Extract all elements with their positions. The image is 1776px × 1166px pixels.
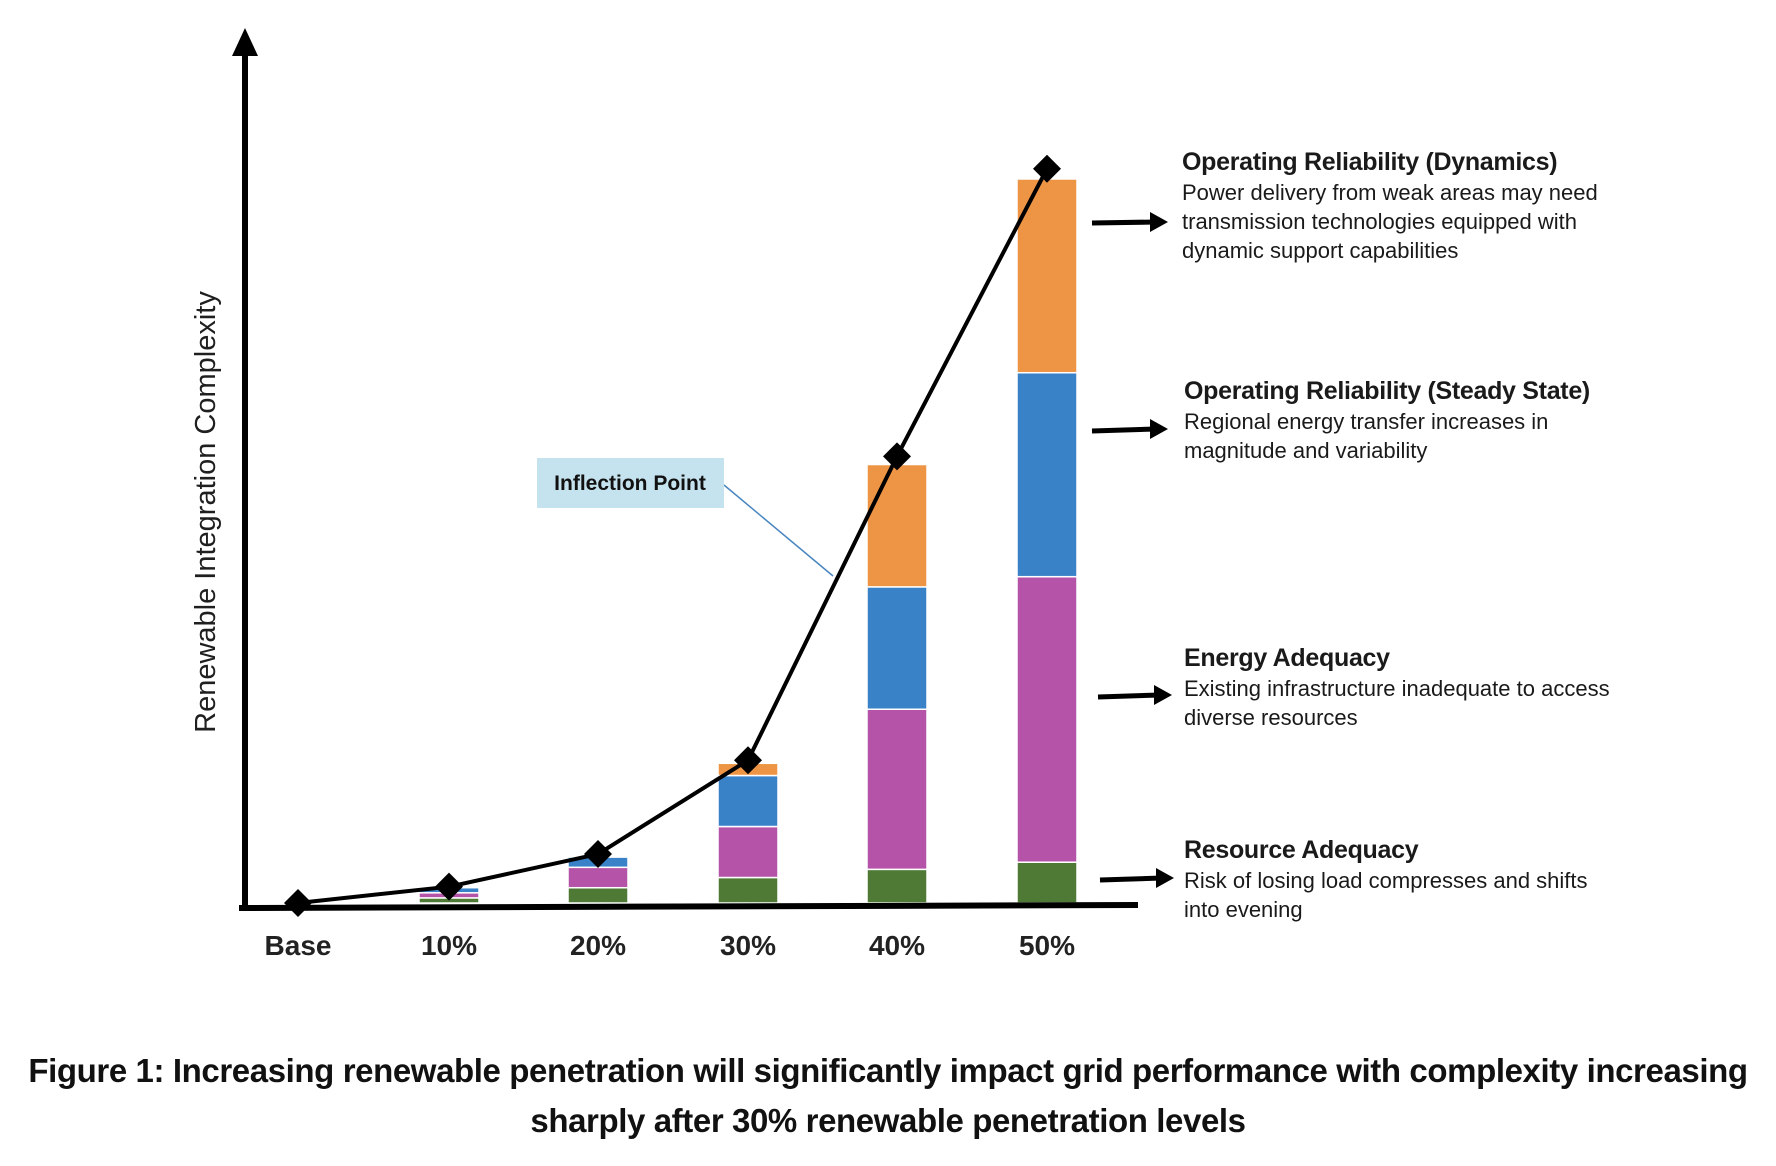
x-tick-label: Base xyxy=(265,930,332,961)
inflection-point-callout: Inflection Point xyxy=(537,458,834,577)
x-tick-label: 40% xyxy=(869,930,925,961)
annotation-arrowhead xyxy=(1156,868,1174,888)
annotation-description: Existing infrastructure inadequate to ac… xyxy=(1184,676,1610,730)
annotation-arrowhead xyxy=(1154,685,1172,705)
axes xyxy=(232,28,1139,911)
annotation-description: Power delivery from weak areas may need … xyxy=(1182,180,1598,263)
annotation-arrow-line xyxy=(1097,692,1161,700)
x-tick-label: 50% xyxy=(1019,930,1075,961)
x-tick-label: 20% xyxy=(570,930,626,961)
callout-leader-line xyxy=(723,484,834,577)
complexity-line-path xyxy=(297,167,1049,905)
bar-segment-energy xyxy=(866,708,928,871)
bar-segment-resource xyxy=(717,876,779,904)
x-tick-labels: Base 10% 20% 30% 40% 50% xyxy=(265,930,1076,961)
line-marker xyxy=(584,840,612,869)
bar-segment-energy xyxy=(567,866,629,889)
callout-label: Inflection Point xyxy=(554,472,706,495)
annotation-resource-adequacy: Resource Adequacy Risk of losing load co… xyxy=(1184,835,1588,924)
bar-segment-steady xyxy=(866,586,928,711)
bar-segment-energy xyxy=(1016,575,1078,863)
x-axis-line xyxy=(238,902,1139,911)
annotation-dynamics: Operating Reliability (Dynamics) Power d… xyxy=(1182,147,1598,265)
y-axis-arrowhead xyxy=(232,28,258,56)
annotation-arrow-line xyxy=(1091,219,1157,226)
annotation-arrow-line xyxy=(1091,426,1157,434)
bar-segment-dynamics xyxy=(866,463,928,588)
bar-segment-steady xyxy=(1016,371,1078,578)
annotation-description: Risk of losing load compresses and shift… xyxy=(1184,868,1588,922)
annotation-arrowhead xyxy=(1150,419,1168,439)
annotation-title: Resource Adequacy xyxy=(1184,836,1419,864)
callout-box xyxy=(537,458,724,508)
annotation-arrow-line xyxy=(1099,875,1163,883)
annotation-description: Regional energy transfer increases in ma… xyxy=(1184,409,1549,463)
line-marker xyxy=(1033,154,1061,183)
x-tick-label: 30% xyxy=(720,930,776,961)
bar-segment-energy xyxy=(717,825,779,879)
bar-segment-steady xyxy=(717,774,779,828)
y-axis-label: Renewable Integration Complexity xyxy=(190,291,222,733)
annotation-title: Operating Reliability (Dynamics) xyxy=(1182,148,1558,176)
x-tick-label: 10% xyxy=(421,930,477,961)
annotation-title: Energy Adequacy xyxy=(1184,644,1390,672)
line-marker xyxy=(734,746,762,775)
bar-segment-resource xyxy=(567,886,629,904)
annotation-arrows xyxy=(1091,212,1174,888)
bars xyxy=(418,178,1078,904)
line-marker xyxy=(883,442,911,471)
bar-segment-resource xyxy=(866,868,928,904)
annotation-steady-state: Operating Reliability (Steady State) Reg… xyxy=(1184,376,1590,465)
line-marker xyxy=(435,872,463,901)
line-marker xyxy=(284,889,312,917)
annotation-arrowhead xyxy=(1150,212,1168,232)
annotation-title: Operating Reliability (Steady State) xyxy=(1184,377,1590,405)
figure-caption: Figure 1: Increasing renewable penetrati… xyxy=(28,1052,1748,1139)
complexity-line xyxy=(284,154,1061,917)
annotation-energy-adequacy: Energy Adequacy Existing infrastructure … xyxy=(1184,643,1610,732)
bar-segment-resource xyxy=(1016,861,1078,904)
